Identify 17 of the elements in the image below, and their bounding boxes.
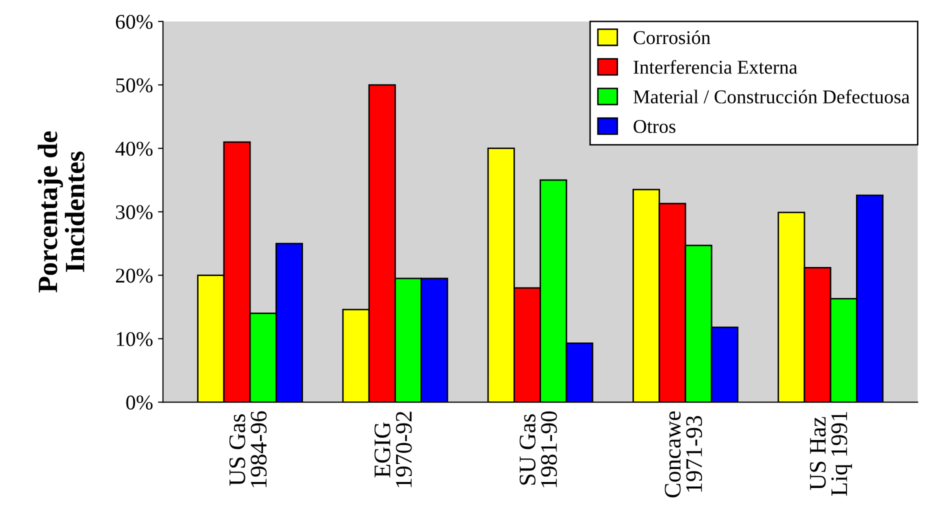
y-tick-label: 40% xyxy=(115,142,153,156)
legend-label: Interferencia Externa xyxy=(634,60,798,74)
y-tick-label: 30% xyxy=(116,205,153,220)
x-tick-label: SU Gas 1981-90 xyxy=(520,411,557,488)
y-tick-label: 60% xyxy=(116,14,153,29)
x-tick-label: EGIG 1970-92 xyxy=(374,412,412,488)
y-tick-label: 20% xyxy=(116,268,153,283)
legend-label: Material / Construcción Defectuosa xyxy=(633,90,910,104)
x-tick-label: US Haz Liq 1991 xyxy=(810,412,852,496)
legend-label: Otros xyxy=(634,120,676,134)
y-tick-label: 10% xyxy=(116,332,153,346)
y-tick-label: 0% xyxy=(126,396,153,410)
y-axis-title: Porcentaje de Incidentes xyxy=(38,131,84,292)
legend-label: Corrosión xyxy=(634,30,710,44)
x-tick-label: Concawe 1971-93 xyxy=(664,411,702,498)
x-tick-label: US Gas 1984-96 xyxy=(229,411,267,488)
y-tick-label: 50% xyxy=(116,78,153,92)
